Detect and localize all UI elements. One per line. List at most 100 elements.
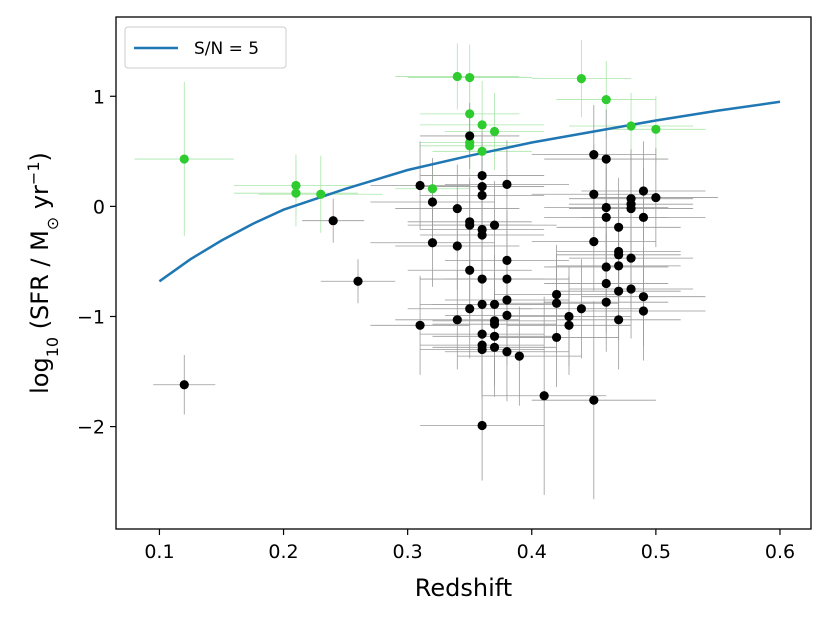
curve-layer: [158, 100, 781, 283]
legend: S/N = 5: [124, 26, 287, 69]
above-point: [576, 74, 587, 84]
below-point: [614, 222, 624, 232]
above-point: [179, 154, 189, 164]
below-point: [502, 274, 512, 284]
below-point: [589, 395, 599, 405]
x-tick-label: 0.3: [393, 541, 423, 563]
below-point: [489, 319, 500, 329]
above-point: [465, 109, 475, 119]
y-tick-label: 0: [93, 196, 105, 218]
below-point: [477, 170, 487, 181]
below-point: [551, 289, 562, 300]
below-point: [614, 315, 624, 325]
below-point: [601, 297, 611, 307]
below-point: [477, 344, 487, 355]
y-tick-label: −2: [77, 417, 105, 439]
below-point: [489, 220, 500, 230]
below-point: [564, 320, 574, 330]
below-point: [477, 299, 487, 309]
below-point: [477, 329, 487, 339]
x-tick-label: 0.4: [517, 541, 547, 563]
axis-ticks: 0.1 0.2 0.3 0.4 0.5 0.6 1 0 −1 −2: [77, 86, 795, 563]
y-tick-label: −1: [77, 306, 105, 328]
below-point: [551, 332, 562, 343]
below-point: [638, 186, 649, 196]
error-bars: [134, 40, 718, 500]
y-axis-label: log10 (SFR / M⊙ yr−1): [24, 152, 62, 394]
above-point: [291, 188, 301, 198]
below-point: [477, 274, 487, 284]
above-point: [601, 94, 611, 105]
below-point: [427, 197, 438, 207]
below-point: [551, 298, 562, 308]
y-label-sup: −1: [24, 161, 43, 185]
above-point: [626, 121, 636, 131]
y-label-log: log: [26, 357, 54, 394]
below-point: [452, 315, 462, 325]
below-point: [601, 262, 611, 272]
below-point: [601, 278, 611, 289]
below-point: [477, 181, 487, 192]
y-label-sun: ⊙: [43, 217, 62, 230]
above-point: [427, 184, 438, 194]
y-tick-label: 1: [93, 86, 105, 108]
above-point: [465, 141, 475, 151]
sn5-curve: [158, 100, 781, 283]
below-point: [415, 320, 425, 330]
below-point: [651, 192, 661, 203]
above-point: [477, 146, 487, 156]
below-point: [614, 250, 624, 260]
plot-frame: [115, 16, 812, 530]
below-point: [353, 276, 363, 286]
below-point: [465, 265, 475, 275]
y-label-mid: (SFR / M: [26, 230, 54, 337]
above-point: [477, 120, 487, 130]
below-point: [477, 190, 487, 200]
x-tick-label: 0.5: [641, 541, 671, 563]
below-point: [589, 150, 599, 160]
below-point: [489, 342, 500, 352]
above-point: [465, 72, 475, 83]
above-point: [489, 126, 500, 137]
below-point: [576, 304, 587, 314]
above-point: [452, 71, 462, 82]
below-point: [502, 295, 512, 305]
below-point: [427, 238, 438, 248]
below-point: [452, 203, 462, 214]
data-points: [179, 71, 661, 431]
below-point: [626, 253, 636, 263]
below-point: [638, 306, 649, 316]
below-point: [502, 255, 512, 265]
x-tick-label: 0.6: [765, 541, 795, 563]
below-point: [614, 261, 624, 271]
below-point: [452, 241, 462, 251]
above-point: [651, 124, 661, 134]
below-point: [477, 420, 487, 431]
below-point: [465, 131, 475, 141]
below-point: [514, 351, 524, 361]
x-tick-label: 0.2: [268, 541, 298, 563]
below-point: [502, 310, 512, 320]
below-point: [465, 220, 475, 230]
x-axis-label: Redshift: [415, 574, 512, 602]
below-point: [589, 237, 599, 247]
above-point: [291, 180, 301, 191]
below-point: [489, 331, 500, 341]
below-point: [626, 284, 636, 294]
below-point: [638, 292, 649, 302]
below-point: [638, 212, 649, 222]
legend-box: [124, 26, 287, 69]
below-point: [539, 391, 549, 401]
below-point: [489, 299, 500, 309]
below-point: [601, 202, 611, 213]
below-point: [614, 286, 624, 296]
below-point: [502, 347, 512, 357]
below-point: [626, 203, 636, 214]
legend-label: S/N = 5: [194, 39, 259, 59]
below-point: [502, 179, 512, 189]
below-point: [564, 311, 574, 322]
below-point: [415, 180, 425, 191]
above-point: [316, 189, 326, 199]
below-point: [601, 154, 611, 164]
